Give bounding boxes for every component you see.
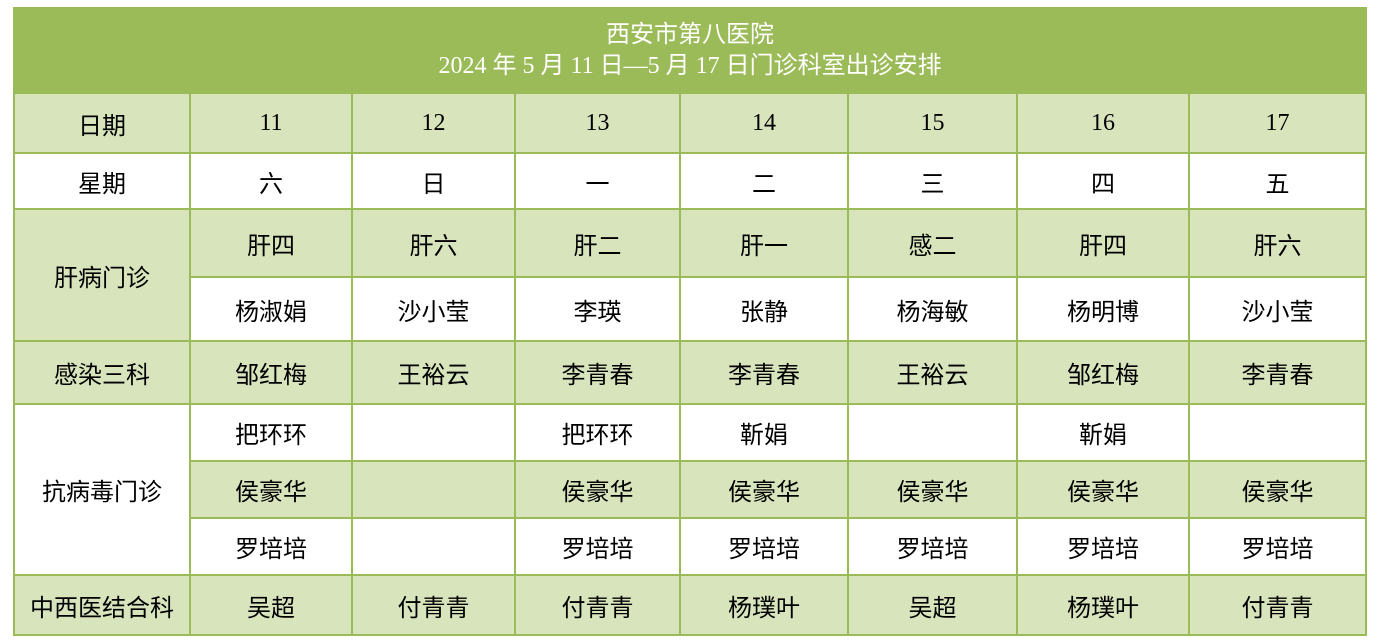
doctor-cell: 王裕云 [351, 340, 516, 405]
liver-room-row: 肝病门诊 肝四 肝六 肝二 肝一 感二 肝四 肝六 [13, 208, 1368, 342]
doctor-cell: 杨淑娟 [189, 276, 353, 342]
doctor-cell: 把环环 [189, 403, 353, 462]
hospital-name: 西安市第八医院 [606, 22, 775, 48]
weekday-cell: 六 [189, 152, 353, 210]
room-cell: 肝四 [1016, 208, 1190, 278]
liver-doctor-row: 杨淑娟 沙小莹 李瑛 张静 杨海敏 杨明博 沙小莹 [14, 276, 1368, 342]
doctor-cell: 罗培培 [847, 517, 1018, 576]
doctor-cell: 邹红梅 [189, 340, 353, 405]
antiviral-row-3: 罗培培 罗培培 罗培培 罗培培 罗培培 罗培培 [14, 517, 1368, 576]
doctor-cell: 沙小莹 [351, 276, 516, 342]
doctor-cell: 沙小莹 [1187, 276, 1368, 342]
doctor-cell [847, 403, 1018, 462]
weekday-cell: 三 [847, 152, 1018, 210]
doctor-cell: 侯豪华 [189, 460, 353, 519]
doctor-cell: 李瑛 [514, 276, 681, 342]
weekday-label: 星期 [13, 152, 191, 210]
doctor-cell: 杨海敏 [847, 276, 1018, 342]
doctor-cell [351, 403, 516, 462]
table-title: 西安市第八医院 2024 年 5 月 11 日—5 月 17 日门诊科室出诊安排 [12, 7, 1368, 94]
antiviral-row-1: 抗病毒门诊 把环环 把环环 靳娟 靳娟 [13, 403, 1368, 576]
room-cell: 肝二 [514, 208, 681, 278]
date-cell: 12 [351, 92, 516, 154]
department-label-liver: 肝病门诊 [13, 208, 191, 342]
doctor-cell: 吴超 [847, 574, 1018, 636]
doctor-cell [351, 460, 516, 519]
doctor-cell: 侯豪华 [679, 460, 849, 519]
date-cell: 16 [1016, 92, 1190, 154]
doctor-cell: 李青春 [679, 340, 849, 405]
department-label-integrated: 中西医结合科 [13, 574, 191, 636]
room-cell: 肝四 [189, 208, 353, 278]
doctor-cell: 王裕云 [847, 340, 1018, 405]
doctor-cell: 侯豪华 [1187, 460, 1368, 519]
doctor-cell [351, 517, 516, 576]
department-label-antiviral: 抗病毒门诊 [13, 403, 191, 576]
doctor-cell: 李青春 [514, 340, 681, 405]
doctor-cell: 侯豪华 [1016, 460, 1190, 519]
date-cell: 11 [189, 92, 353, 154]
weekday-cell: 日 [351, 152, 516, 210]
infection3-row: 感染三科 邹红梅 王裕云 李青春 李青春 王裕云 邹红梅 李青春 [13, 340, 1368, 405]
antiviral-row-2: 侯豪华 侯豪华 侯豪华 侯豪华 侯豪华 侯豪华 [14, 460, 1368, 519]
doctor-cell: 杨璞叶 [679, 574, 849, 636]
weekday-cell: 一 [514, 152, 681, 210]
room-cell: 感二 [847, 208, 1018, 278]
schedule-subtitle: 2024 年 5 月 11 日—5 月 17 日门诊科室出诊安排 [438, 53, 942, 79]
date-row: 日期 11 12 13 14 15 16 17 [13, 92, 1368, 154]
weekday-cell: 四 [1016, 152, 1190, 210]
doctor-cell: 杨明博 [1016, 276, 1190, 342]
doctor-cell: 付青青 [514, 574, 681, 636]
doctor-cell: 侯豪华 [514, 460, 681, 519]
room-cell: 肝一 [679, 208, 849, 278]
date-cell: 15 [847, 92, 1018, 154]
date-label: 日期 [13, 92, 191, 154]
schedule-table: 西安市第八医院 2024 年 5 月 11 日—5 月 17 日门诊科室出诊安排… [12, 7, 1368, 636]
doctor-cell: 罗培培 [514, 517, 681, 576]
doctor-cell: 张静 [679, 276, 849, 342]
doctor-cell [1187, 403, 1368, 462]
room-cell: 肝六 [351, 208, 516, 278]
integrated-row: 中西医结合科 吴超 付青青 付青青 杨璞叶 吴超 杨璞叶 付青青 [13, 574, 1368, 636]
doctor-cell: 邹红梅 [1016, 340, 1190, 405]
doctor-cell: 把环环 [514, 403, 681, 462]
doctor-cell: 靳娟 [1016, 403, 1190, 462]
doctor-cell: 李青春 [1187, 340, 1368, 405]
weekday-cell: 二 [679, 152, 849, 210]
room-cell: 肝六 [1187, 208, 1368, 278]
doctor-cell: 付青青 [351, 574, 516, 636]
doctor-cell: 罗培培 [189, 517, 353, 576]
doctor-cell: 付青青 [1187, 574, 1368, 636]
doctor-cell: 靳娟 [679, 403, 849, 462]
doctor-cell: 罗培培 [1016, 517, 1190, 576]
date-cell: 17 [1187, 92, 1368, 154]
doctor-cell: 侯豪华 [847, 460, 1018, 519]
date-cell: 13 [514, 92, 681, 154]
doctor-cell: 吴超 [189, 574, 353, 636]
department-label-infection3: 感染三科 [13, 340, 191, 405]
doctor-cell: 杨璞叶 [1016, 574, 1190, 636]
doctor-cell: 罗培培 [679, 517, 849, 576]
weekday-cell: 五 [1187, 152, 1368, 210]
date-cell: 14 [679, 92, 849, 154]
doctor-cell: 罗培培 [1187, 517, 1368, 576]
weekday-row: 星期六日一二三四五 [13, 152, 1368, 210]
